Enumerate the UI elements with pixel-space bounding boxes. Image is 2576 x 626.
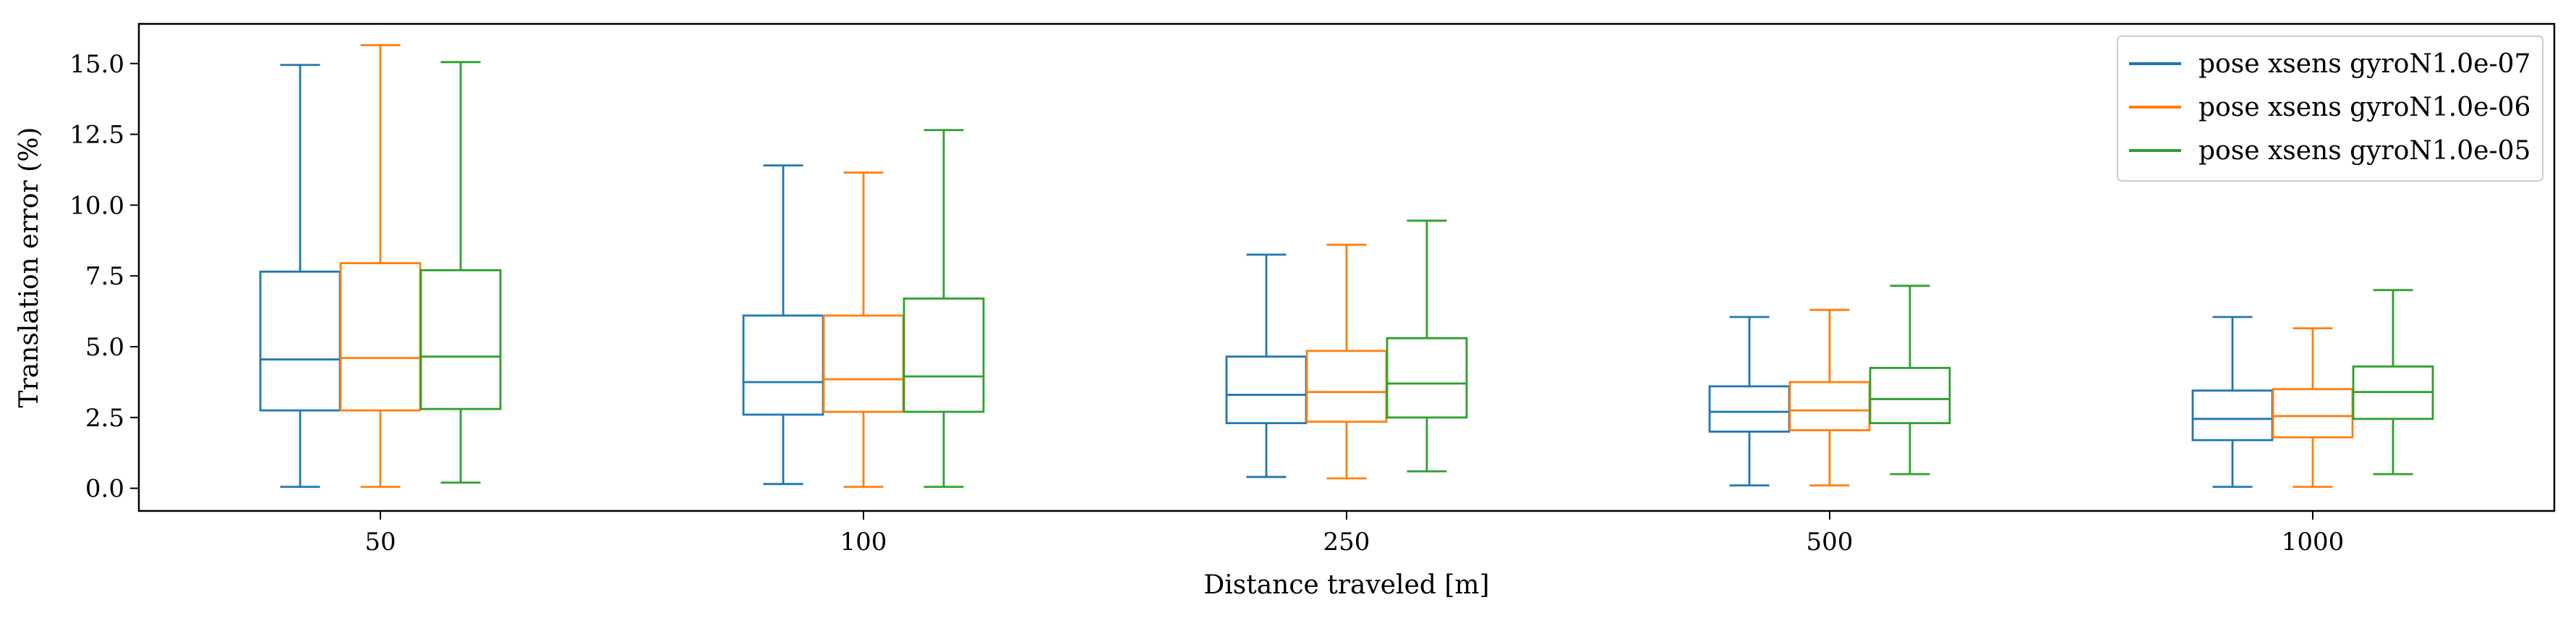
x-tick-label: 50	[364, 528, 396, 557]
y-axis: 0.0 2.5 5.0 7.5 10.0 12.5 15.0	[69, 50, 139, 504]
box-1-1	[822, 172, 905, 488]
box-iqr	[903, 297, 985, 413]
box-iqr	[339, 262, 422, 412]
y-tick-label: 7.5	[85, 262, 124, 291]
y-tick-label: 0.0	[85, 475, 124, 504]
boxes-layer	[259, 43, 2434, 488]
legend-frame	[2117, 35, 2543, 182]
box-iqr	[1869, 367, 1951, 425]
box-iqr	[1225, 355, 1308, 425]
box-iqr	[419, 269, 502, 410]
x-axis-label: Distance traveled [m]	[1203, 570, 1489, 600]
y-tick-label: 5.0	[85, 333, 124, 362]
box-1-2	[1305, 243, 1388, 480]
legend-item: pose xsens gyroN1.0e-07	[2129, 49, 2530, 79]
box-0-2	[1225, 253, 1308, 478]
y-tick-label: 10.0	[69, 191, 124, 220]
legend-item: pose xsens gyroN1.0e-06	[2129, 93, 2530, 122]
x-tick-label: 250	[1323, 528, 1370, 557]
box-iqr	[822, 314, 905, 413]
box-iqr	[1788, 381, 1871, 431]
legend: pose xsens gyroN1.0e-07 pose xsens gyroN1…	[2117, 35, 2543, 182]
y-tick-label: 15.0	[69, 50, 124, 79]
box-iqr	[2272, 388, 2354, 439]
box-0-4	[2191, 316, 2274, 488]
x-tick-label: 100	[840, 528, 887, 557]
box-2-4	[2352, 289, 2434, 475]
box-2-3	[1869, 284, 1951, 475]
box-2-2	[1386, 219, 1468, 473]
box-2-0	[419, 61, 502, 484]
box-2-1	[903, 129, 985, 488]
box-iqr	[2191, 389, 2274, 441]
box-iqr	[1305, 350, 1388, 423]
box-0-0	[259, 64, 341, 488]
x-axis: 50 100 250 500 1000	[364, 511, 2344, 557]
box-iqr	[1708, 385, 1791, 433]
box-iqr	[742, 314, 824, 416]
box-0-1	[742, 164, 824, 486]
x-tick-label: 500	[1807, 528, 1854, 557]
x-tick-label: 1000	[2282, 528, 2345, 557]
box-iqr	[259, 270, 341, 412]
box-iqr	[1386, 337, 1468, 419]
legend-item: pose xsens gyroN1.0e-05	[2129, 136, 2530, 166]
legend-label: pose xsens gyroN1.0e-07	[2198, 49, 2530, 79]
box-1-3	[1788, 308, 1871, 487]
y-tick-label: 2.5	[85, 404, 124, 433]
legend-label: pose xsens gyroN1.0e-06	[2198, 93, 2530, 122]
box-0-3	[1708, 316, 1791, 487]
y-axis-label: Translation error (%)	[14, 127, 44, 408]
legend-label: pose xsens gyroN1.0e-05	[2198, 136, 2530, 166]
box-1-4	[2272, 327, 2354, 488]
box-1-0	[339, 43, 422, 488]
y-tick-label: 12.5	[69, 121, 124, 150]
